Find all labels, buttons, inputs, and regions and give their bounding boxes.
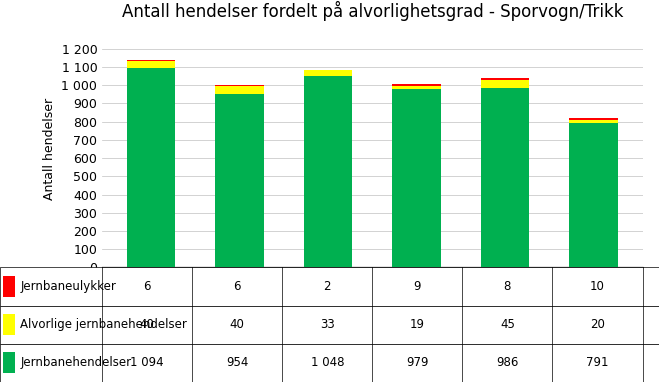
Text: 2: 2 <box>324 280 331 293</box>
Bar <box>392 84 441 86</box>
Text: 979: 979 <box>406 356 428 369</box>
Bar <box>392 89 441 267</box>
Bar <box>392 86 441 89</box>
Bar <box>0 344 659 382</box>
Bar <box>0 306 659 344</box>
Text: 9: 9 <box>414 280 421 293</box>
Bar <box>215 85 264 86</box>
Bar <box>0 267 659 306</box>
Text: 954: 954 <box>226 356 248 369</box>
Text: Jernbanehendelser: Jernbanehendelser <box>20 356 132 369</box>
Text: 986: 986 <box>496 356 519 369</box>
Text: 33: 33 <box>320 318 335 331</box>
Text: 40: 40 <box>230 318 244 331</box>
Text: 1 048: 1 048 <box>310 356 344 369</box>
Bar <box>481 88 529 267</box>
Bar <box>304 70 353 76</box>
Bar <box>127 60 175 61</box>
Text: 791: 791 <box>587 356 609 369</box>
Bar <box>215 94 264 267</box>
Y-axis label: Antall hendelser: Antall hendelser <box>43 98 56 200</box>
Title: Antall hendelser fordelt på alvorlighetsgrad - Sporvogn/Trikk: Antall hendelser fordelt på alvorlighets… <box>121 1 623 21</box>
Text: 1 094: 1 094 <box>130 356 164 369</box>
Bar <box>215 86 264 94</box>
Text: 6: 6 <box>144 280 151 293</box>
Bar <box>304 76 353 267</box>
Bar <box>481 79 529 88</box>
Text: 40: 40 <box>140 318 155 331</box>
Text: 20: 20 <box>590 318 605 331</box>
Text: 19: 19 <box>410 318 425 331</box>
Bar <box>3 276 15 297</box>
Bar <box>127 68 175 267</box>
Text: 6: 6 <box>233 280 241 293</box>
Text: 8: 8 <box>503 280 511 293</box>
Text: 45: 45 <box>500 318 515 331</box>
Bar <box>3 314 15 335</box>
Text: Jernbaneulykker: Jernbaneulykker <box>20 280 116 293</box>
Bar <box>481 78 529 79</box>
Bar <box>569 120 618 123</box>
Bar <box>569 118 618 120</box>
Bar <box>3 352 15 374</box>
Text: 10: 10 <box>590 280 605 293</box>
Bar <box>127 61 175 68</box>
Text: Alvorlige jernbanehendelser: Alvorlige jernbanehendelser <box>20 318 187 331</box>
Bar <box>569 123 618 267</box>
